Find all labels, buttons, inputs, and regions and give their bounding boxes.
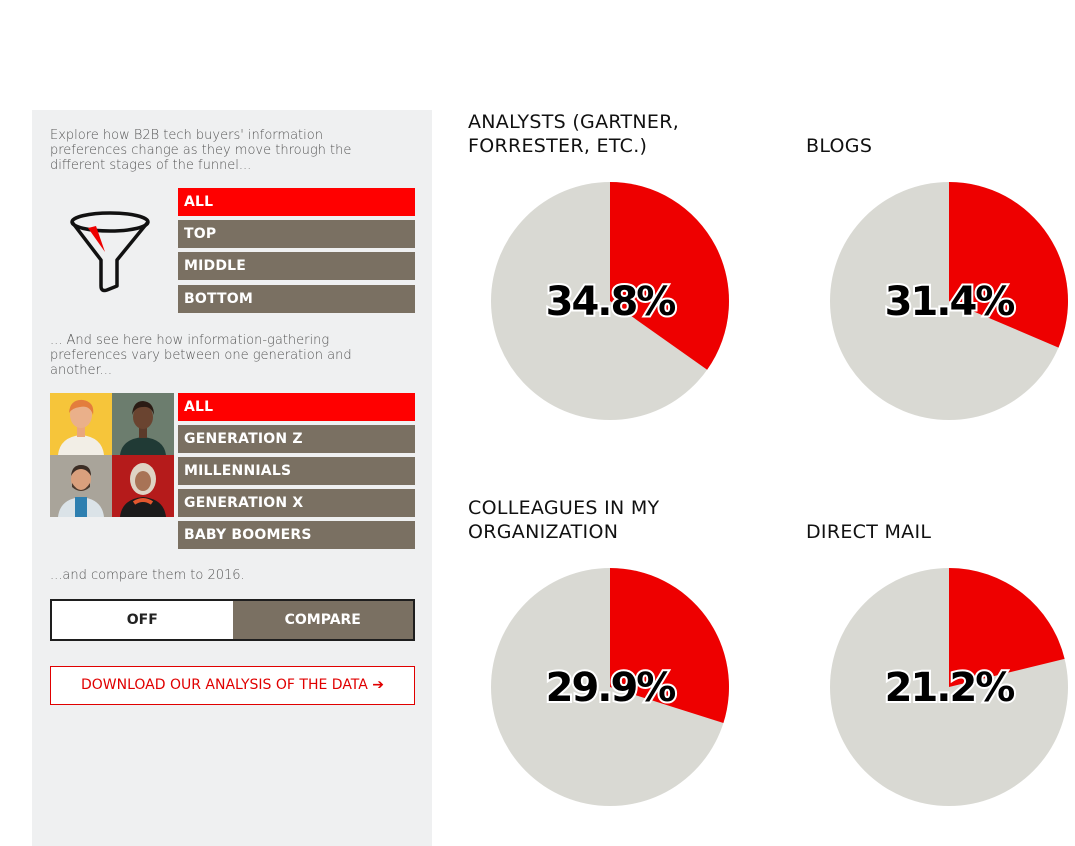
filter-panel: Explore how B2B tech buyers' information… — [32, 110, 432, 846]
toggle-off-option[interactable]: OFF — [52, 601, 233, 639]
generation-option-all[interactable]: ALL — [178, 393, 415, 421]
funnel-option-top[interactable]: TOP — [178, 220, 415, 248]
compare-intro-text: ...and compare them to 2016. — [50, 568, 245, 583]
generation-option-baby-boomers[interactable]: BABY BOOMERS — [178, 521, 415, 549]
generation-option-gen-x[interactable]: GENERATION X — [178, 489, 415, 517]
chart-title-direct-mail: DIRECT MAIL — [806, 521, 932, 543]
pie-chart-direct-mail: 21.2% — [830, 568, 1068, 806]
toggle-compare-option[interactable]: COMPARE — [232, 601, 413, 639]
pie-value-slice — [949, 568, 1065, 687]
generation-intro-text: ... And see here how information-gatheri… — [50, 333, 352, 378]
funnel-option-all[interactable]: ALL — [178, 188, 415, 216]
pie-percentage-label: 34.8% — [546, 279, 676, 325]
funnel-icon — [70, 211, 150, 293]
chart-title-colleagues: COLLEAGUES IN MY ORGANIZATION — [468, 497, 660, 543]
pie-value-slice — [610, 568, 729, 724]
funnel-option-middle[interactable]: MIDDLE — [178, 252, 415, 280]
pie-percentage-label: 31.4% — [885, 279, 1015, 325]
pie-chart-analysts: 34.8% — [491, 182, 729, 420]
download-analysis-button[interactable]: DOWNLOAD OUR ANALYSIS OF THE DATA ➔ — [50, 666, 415, 705]
compare-toggle[interactable]: OFF COMPARE — [50, 599, 415, 641]
pie-chart-blogs: 31.4% — [830, 182, 1069, 420]
generation-portraits-image — [50, 393, 174, 517]
funnel-intro-text: Explore how B2B tech buyers' information… — [50, 128, 352, 173]
pie-value-slice — [949, 182, 1069, 348]
pie-chart-colleagues: 29.9% — [491, 568, 729, 806]
pie-percentage-label: 21.2% — [885, 665, 1015, 711]
pie-value-slice — [610, 182, 729, 370]
chart-title-analysts: ANALYSTS (GARTNER, FORRESTER, ETC.) — [468, 111, 680, 157]
chart-title-blogs: BLOGS — [806, 135, 873, 157]
generation-option-gen-z[interactable]: GENERATION Z — [178, 425, 415, 453]
pie-percentage-label: 29.9% — [546, 665, 676, 711]
generation-option-millennials[interactable]: MILLENNIALS — [178, 457, 415, 485]
funnel-option-bottom[interactable]: BOTTOM — [178, 285, 415, 313]
